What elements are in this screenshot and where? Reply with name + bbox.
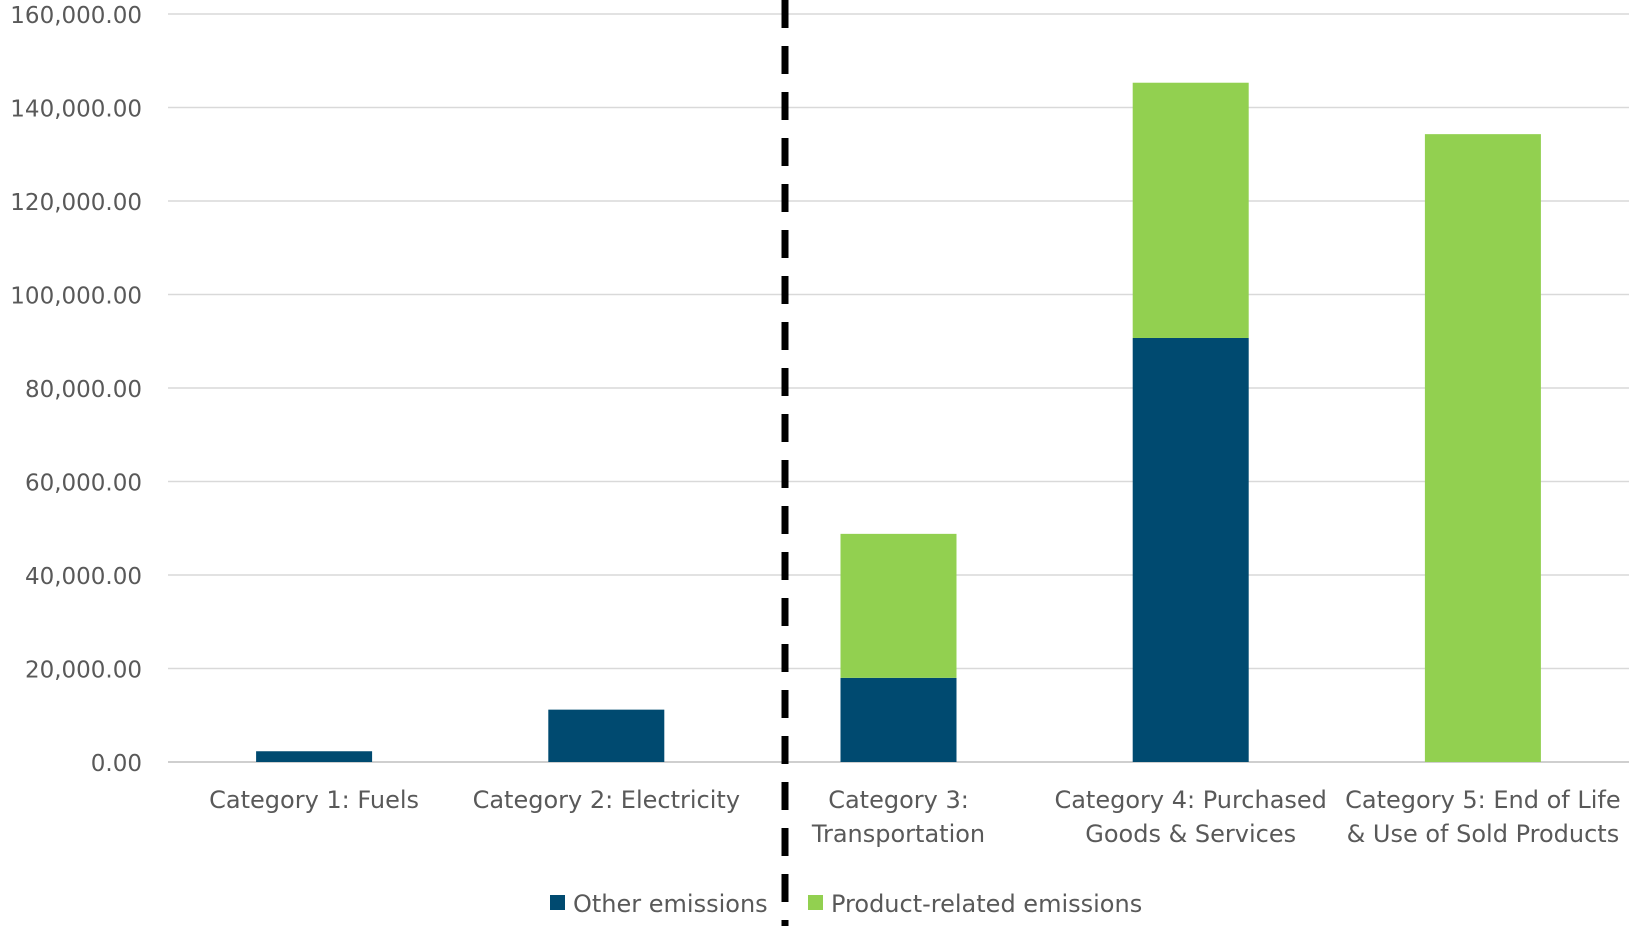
bar-segment-other-emissions bbox=[840, 677, 957, 762]
legend-swatch bbox=[550, 895, 565, 910]
bar-segment-product-related-emissions bbox=[1424, 134, 1541, 762]
x-tick-label-line: Category 2: Electricity bbox=[473, 786, 740, 814]
x-tick-label-line: Category 1: Fuels bbox=[209, 786, 419, 814]
x-tick-label-line: Category 5: End of Life bbox=[1345, 786, 1621, 814]
y-tick-label: 20,000.00 bbox=[25, 658, 142, 684]
bars bbox=[256, 82, 1541, 762]
x-tick-label-line: Category 3: bbox=[828, 786, 969, 814]
y-tick-label: 120,000.00 bbox=[10, 190, 142, 216]
y-tick-label: 0.00 bbox=[91, 751, 142, 777]
bar-segment-product-related-emissions bbox=[1132, 82, 1249, 338]
y-tick-label: 140,000.00 bbox=[10, 97, 142, 123]
y-axis-ticks: 0.00 20,000.00 40,000.00 60,000.00 80,000.00… bbox=[10, 3, 142, 777]
y-tick-label: 100,000.00 bbox=[10, 284, 142, 310]
y-tick-label: 60,000.00 bbox=[25, 471, 142, 497]
x-axis-labels: Category 1: Fuels Category 2: Electricity… bbox=[209, 786, 1620, 848]
x-tick-label: Category 2: Electricity bbox=[473, 786, 740, 814]
x-tick-label: Category 1: Fuels bbox=[209, 786, 419, 814]
y-tick-label: 80,000.00 bbox=[25, 377, 142, 403]
bar-segment-other-emissions bbox=[256, 751, 373, 762]
gridlines bbox=[168, 13, 1629, 763]
y-tick-label: 40,000.00 bbox=[25, 564, 142, 590]
legend-swatch bbox=[808, 895, 823, 910]
x-tick-label: Category 3: Transportation bbox=[811, 786, 985, 848]
legend-label: Product-related emissions bbox=[831, 890, 1142, 918]
legend: Other emissions Product-related emissions bbox=[550, 890, 1142, 918]
x-tick-label: Category 5: End of Life & Use of Sold Pro… bbox=[1345, 786, 1621, 848]
x-tick-label-line: & Use of Sold Products bbox=[1347, 820, 1620, 848]
bar-segment-product-related-emissions bbox=[840, 533, 957, 678]
x-tick-label-line: Goods & Services bbox=[1085, 820, 1296, 848]
legend-label: Other emissions bbox=[573, 890, 768, 918]
y-tick-label: 160,000.00 bbox=[10, 3, 142, 29]
bar-segment-other-emissions bbox=[1132, 337, 1249, 762]
x-tick-label-line: Category 4: Purchased bbox=[1054, 786, 1326, 814]
x-tick-label: Category 4: Purchased Goods & Services bbox=[1054, 786, 1326, 848]
x-tick-label-line: Transportation bbox=[811, 820, 985, 848]
bar-segment-other-emissions bbox=[548, 709, 665, 762]
